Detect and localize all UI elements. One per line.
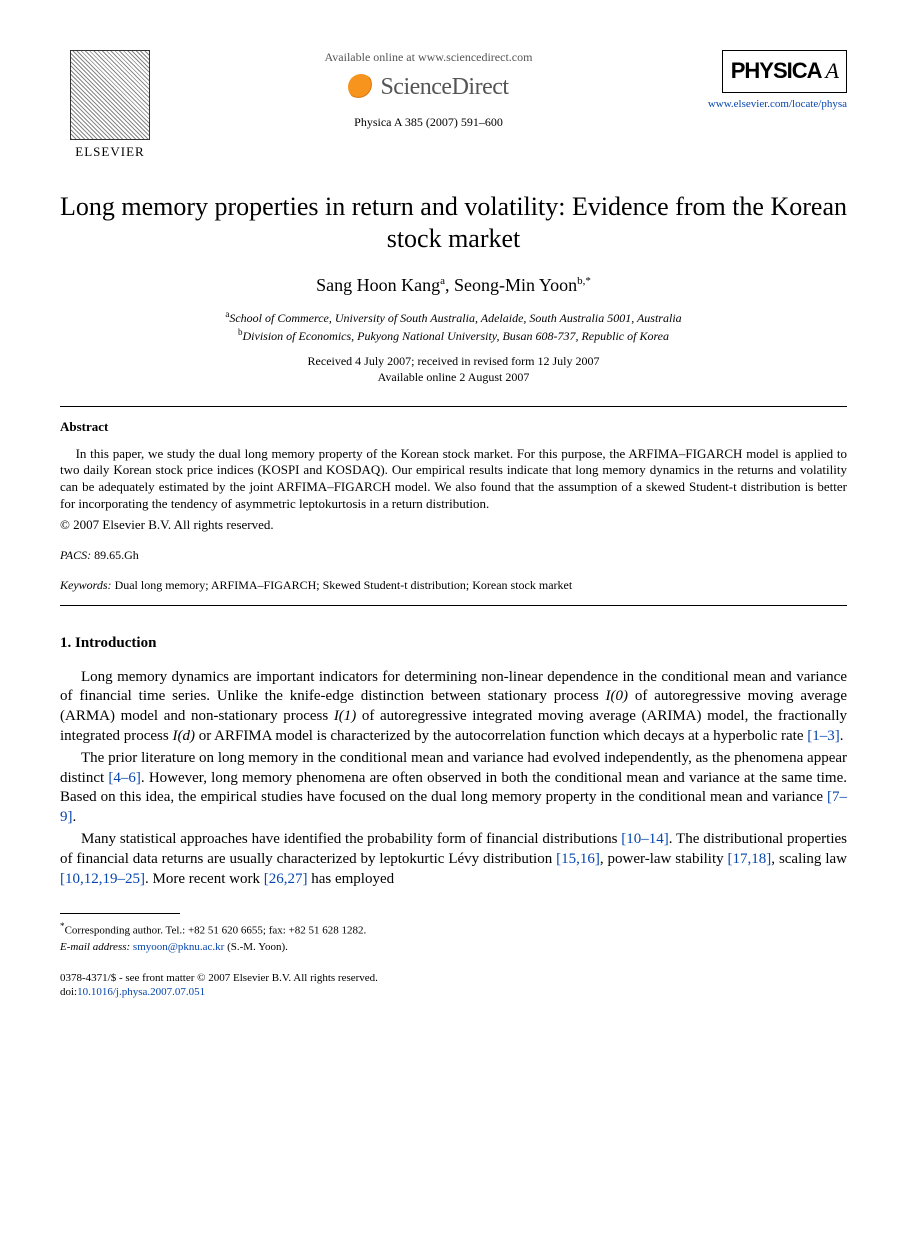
author-2: Seong-Min Yoon: [454, 275, 577, 295]
online-date: Available online 2 August 2007: [60, 370, 847, 386]
affiliation-a: School of Commerce, University of South …: [229, 311, 681, 325]
intro-para-2: The prior literature on long memory in t…: [60, 749, 847, 828]
keywords-label: Keywords:: [60, 578, 112, 592]
page-container: ELSEVIER Available online at www.science…: [0, 0, 907, 1039]
sciencedirect-swirl-icon: [348, 74, 374, 100]
front-matter-block: 0378-4371/$ - see front matter © 2007 El…: [60, 971, 847, 1000]
p3f: has employed: [307, 871, 394, 887]
ref-15-16[interactable]: [15,16]: [556, 851, 600, 867]
p3c: , power-law stability: [600, 851, 728, 867]
affiliation-b: Division of Economics, Pukyong National …: [243, 329, 670, 343]
p2b: . However, long memory phenomena are oft…: [60, 770, 847, 806]
email-who: (S.-M. Yoon).: [227, 941, 288, 953]
I1: I(1): [334, 708, 357, 724]
center-header: Available online at www.sciencedirect.co…: [160, 50, 697, 130]
section-1-heading: 1. Introduction: [60, 634, 847, 654]
article-dates: Received 4 July 2007; received in revise…: [60, 354, 847, 385]
ref-10-25[interactable]: [10,12,19–25]: [60, 871, 145, 887]
received-date: Received 4 July 2007; received in revise…: [60, 354, 847, 370]
abstract-body: In this paper, we study the dual long me…: [60, 446, 847, 512]
keywords-line: Keywords: Dual long memory; ARFIMA–FIGAR…: [60, 578, 847, 594]
elsevier-logo-box: ELSEVIER: [60, 50, 160, 161]
sciencedirect-logo: ScienceDirect: [170, 72, 687, 103]
header-row: ELSEVIER Available online at www.science…: [60, 50, 847, 161]
elsevier-label: ELSEVIER: [60, 144, 160, 161]
elsevier-tree-icon: [70, 50, 150, 140]
physica-logo: PHYSICAA: [722, 50, 847, 93]
abstract-copyright: © 2007 Elsevier B.V. All rights reserved…: [60, 517, 847, 534]
physica-letter: A: [822, 58, 838, 83]
ref-17-18[interactable]: [17,18]: [728, 851, 772, 867]
p1d: or ARFIMA model is characterized by the …: [195, 728, 807, 744]
keywords-value: Dual long memory; ARFIMA–FIGARCH; Skewed…: [115, 578, 573, 592]
p3e: . More recent work: [145, 871, 264, 887]
corresponding-mark: *: [585, 275, 591, 287]
available-online-text: Available online at www.sciencedirect.co…: [170, 50, 687, 66]
ref-26-27[interactable]: [26,27]: [264, 871, 308, 887]
sciencedirect-text: ScienceDirect: [380, 72, 508, 103]
doi-label: doi:: [60, 986, 77, 998]
Id: I(d): [172, 728, 195, 744]
front-matter-text: 0378-4371/$ - see front matter © 2007 El…: [60, 971, 847, 985]
affiliations: aSchool of Commerce, University of South…: [60, 309, 847, 344]
ref-10-14[interactable]: [10–14]: [621, 831, 669, 847]
email-label: E-mail address:: [60, 941, 130, 953]
authors-line: Sang Hoon Kanga, Seong-Min Yoonb,*: [60, 274, 847, 297]
physica-label: PHYSICA: [731, 58, 822, 83]
corresponding-footnote: *Corresponding author. Tel.: +82 51 620 …: [60, 920, 847, 954]
intro-para-1: Long memory dynamics are important indic…: [60, 668, 847, 747]
abstract-heading: Abstract: [60, 419, 847, 436]
journal-url-link[interactable]: www.elsevier.com/locate/physa: [697, 97, 847, 111]
rule-top: [60, 406, 847, 407]
pacs-value: 89.65.Gh: [94, 548, 139, 562]
pacs-line: PACS: 89.65.Gh: [60, 548, 847, 564]
ref-1-3[interactable]: [1–3]: [807, 728, 840, 744]
p3d: , scaling law: [771, 851, 847, 867]
corr-author-text: Corresponding author. Tel.: +82 51 620 6…: [65, 925, 367, 937]
I0: I(0): [606, 688, 629, 704]
author-1-sup: a: [440, 275, 445, 287]
article-title: Long memory properties in return and vol…: [60, 191, 847, 256]
footnote-separator: [60, 913, 180, 914]
ref-4-6[interactable]: [4–6]: [108, 770, 141, 786]
p3a: Many statistical approaches have identif…: [81, 831, 621, 847]
pacs-label: PACS:: [60, 548, 91, 562]
author-1: Sang Hoon Kang: [316, 275, 440, 295]
doi-link[interactable]: 10.1016/j.physa.2007.07.051: [77, 986, 205, 998]
journal-reference: Physica A 385 (2007) 591–600: [170, 115, 687, 131]
physica-logo-box: PHYSICAA www.elsevier.com/locate/physa: [697, 50, 847, 111]
intro-para-3: Many statistical approaches have identif…: [60, 830, 847, 889]
abstract-text: In this paper, we study the dual long me…: [60, 446, 847, 514]
corr-email-link[interactable]: smyoon@pknu.ac.kr: [133, 941, 224, 953]
rule-bottom: [60, 605, 847, 606]
